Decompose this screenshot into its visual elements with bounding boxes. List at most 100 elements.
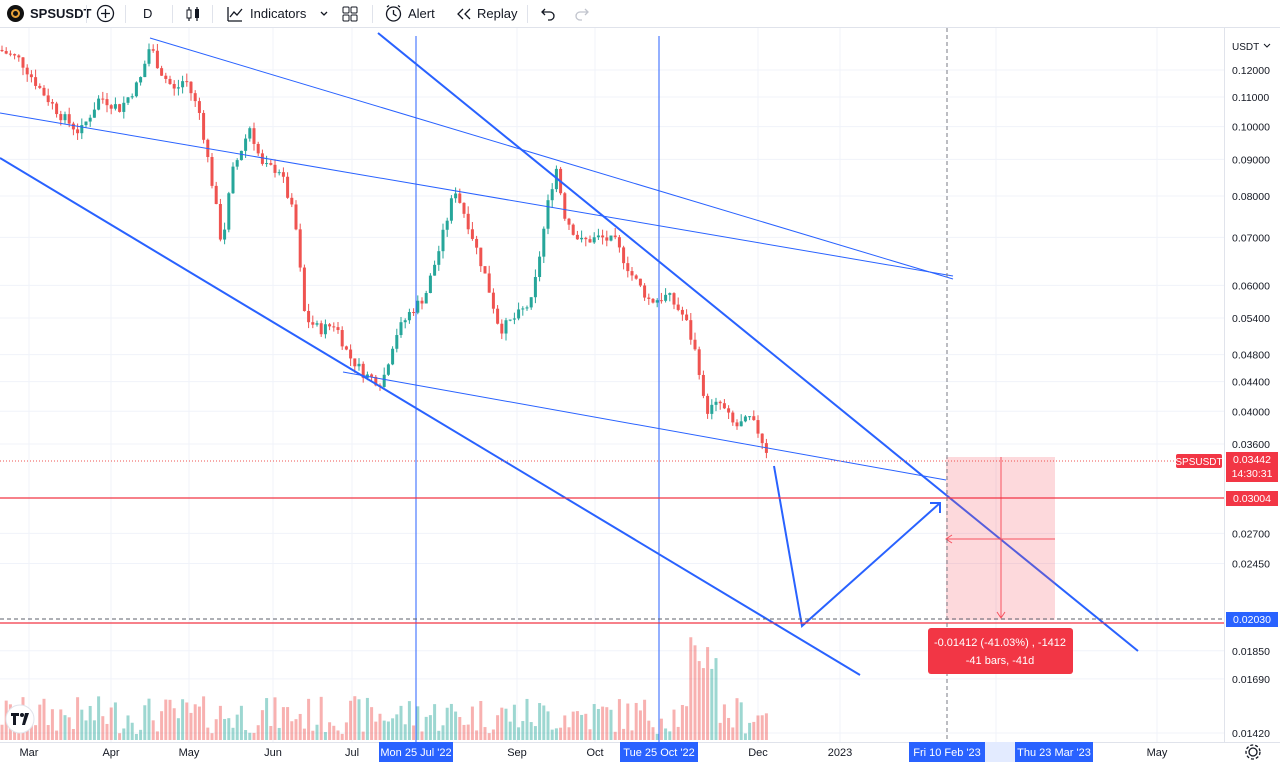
chevron-down-icon [1263,43,1271,48]
price-tick-label: 0.04000 [1232,406,1270,418]
undo-button[interactable] [540,0,556,27]
candle-body [655,300,659,303]
time-tick-label: May [1147,747,1168,759]
candle-body [428,275,432,294]
plus-circle-icon [96,4,115,23]
volume-bar [239,705,243,740]
layout-button[interactable] [342,0,358,27]
candle-body [538,256,542,277]
trendline[interactable] [0,112,954,277]
candle-body [710,404,714,414]
volume-bar [567,727,571,740]
candle-body [71,123,75,130]
volume-bar [676,726,680,740]
time-axis[interactable]: MarAprMayJunJulSepOctDec2023MarMay Mon 2… [0,742,1280,762]
volume-bar [592,704,596,740]
layout-grid-icon [342,6,358,21]
candle-body [25,67,29,75]
volume-bar [97,696,101,740]
time-badge-feb10-text: Fri 10 Feb '23 [913,747,981,759]
volume-bar [281,707,285,740]
replay-button[interactable]: Replay [456,0,517,27]
volume-bar [197,706,201,740]
candle-body [412,312,416,314]
measure-arrow-head [945,534,953,544]
candle-body [323,324,327,335]
indicators-button[interactable]: Indicators [226,0,329,27]
volume-bar [181,699,185,740]
symbol-tag-text: SPSUSDT [1175,457,1222,468]
volume-bar [697,661,701,740]
volume-bar [685,706,689,740]
volume-bar [613,731,617,740]
candle-body [659,300,663,302]
trendline[interactable] [377,32,1139,652]
measure-label-box [928,628,1073,674]
volume-bar [34,725,38,740]
candle-body [512,318,516,320]
projection-path[interactable] [773,465,941,628]
candle-body [126,97,130,103]
price-chart[interactable]: -0.01412 (-41.03%) , -1412 -41 bars, -41… [0,28,1280,763]
candle-body [500,323,504,334]
time-badge-feb10 [909,742,985,762]
candle-body [298,229,302,268]
chevron-down-icon [320,11,328,16]
candle-body [172,83,176,89]
volume-bar [374,721,378,740]
volume-bar [689,637,693,740]
candle-body [176,87,180,89]
candle-body [756,420,760,434]
candle-body [88,117,92,122]
candle-body [122,102,126,112]
alert-button[interactable]: Alert [384,0,435,27]
trendline[interactable] [342,371,947,481]
volume-bar [223,718,227,740]
settings-icon[interactable] [1245,744,1261,760]
volume-bar [193,704,197,740]
price-axis[interactable]: USDT 0.12000 0.11000 0.10000 0.09000 0.08000… [1224,28,1271,742]
volume-bar [638,710,642,740]
volume-bar [445,707,449,740]
volume-bar [105,723,109,740]
redo-button[interactable] [574,0,590,27]
candle-body [491,292,495,309]
volume-bar [668,731,672,740]
candle-body [197,101,201,113]
candle-body [185,81,189,83]
candle-body [101,98,105,100]
candle-body [701,374,705,396]
volume-bar [185,702,189,740]
volume-bar [290,721,294,740]
volume-bar [130,722,134,740]
candle-body [601,235,605,238]
trendline[interactable] [0,157,861,676]
price-tick-label: 0.04800 [1232,350,1270,362]
symbol-search-button[interactable]: SPSUSDT [7,0,91,27]
compare-button[interactable] [96,0,115,27]
volume-bar [55,730,59,740]
candle-body [336,327,340,331]
volume-bar [496,715,500,740]
volume-bar [542,705,546,740]
candle-body [286,176,290,198]
volume-bar [59,709,63,740]
symbol-logo-icon [7,5,24,22]
interval-button[interactable]: D [143,0,152,27]
time-tick-label: Jun [264,747,282,759]
candle-body [403,320,407,323]
candle-body [252,128,256,144]
volume-bar [172,708,176,740]
volume-bar [630,730,634,740]
candle-body [407,312,411,321]
candle-body [575,234,579,240]
divider [172,5,173,23]
candle-body [748,416,752,418]
chart-type-button[interactable] [184,0,202,27]
divider [125,5,126,23]
candle-body [92,109,96,118]
candle-body [8,53,12,55]
trendline-drawings[interactable] [0,32,1139,742]
trendline[interactable] [149,37,954,280]
candle-body [449,198,453,221]
